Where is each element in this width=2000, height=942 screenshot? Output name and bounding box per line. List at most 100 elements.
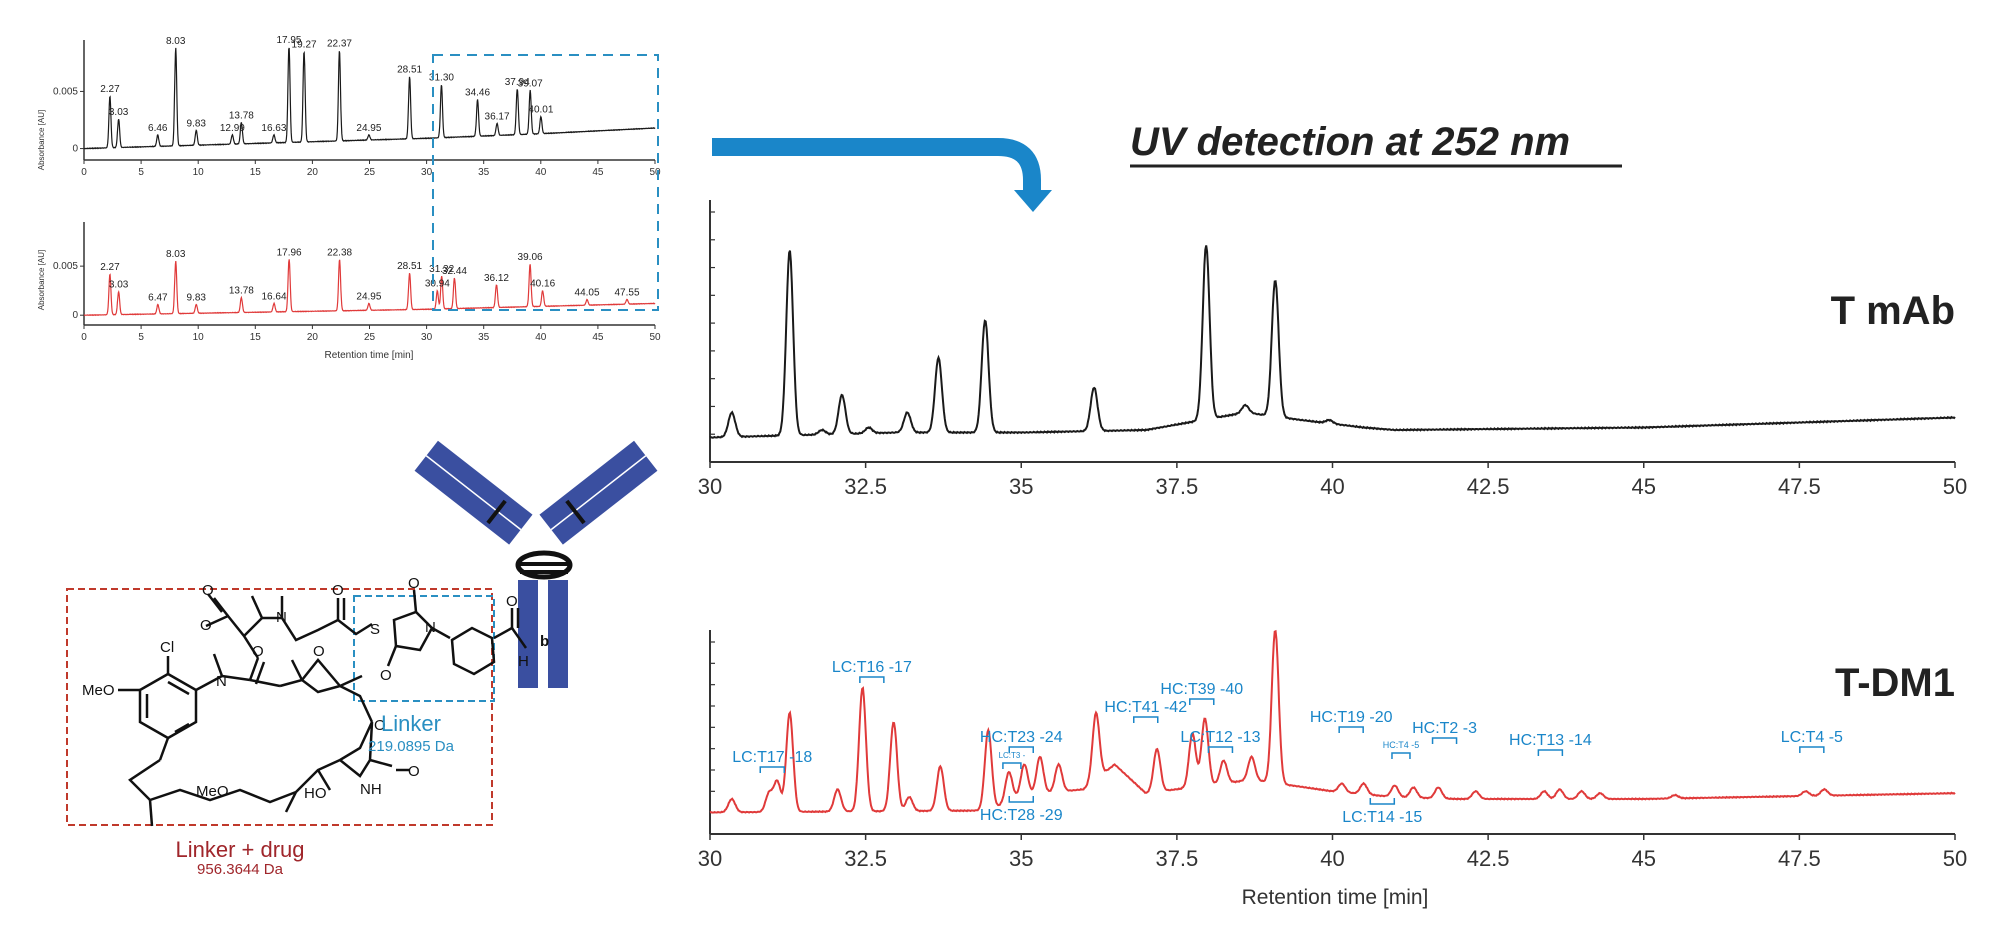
overview-bottom-peak-label: 17.96: [277, 247, 302, 258]
zoom-t-mab-x-tick-label: 35: [1009, 474, 1033, 499]
overview-top-peak-label: 24.95: [356, 123, 381, 134]
antibody-icon: [414, 440, 658, 688]
overview-top-y-tick-label: 0: [72, 144, 78, 155]
overview-top-peak-label: 16.63: [261, 123, 286, 134]
overview-bottom-peak-label: 9.83: [187, 292, 207, 303]
overview-bottom-peak-label: 36.12: [484, 273, 509, 284]
overview-top-peak-label: 2.27: [100, 84, 120, 95]
dm1-structure: [118, 589, 528, 827]
linker-box: [353, 595, 495, 702]
peptide-bracket: [1189, 698, 1215, 705]
overview-top-peak-label: 12.99: [220, 123, 245, 134]
overview-bottom-peak-label: 31.32: [429, 264, 454, 275]
overview-bottom-peak-label: 30.94: [425, 279, 450, 290]
overview-top-peak-label: 8.03: [166, 36, 186, 47]
o-label-5: O: [332, 582, 344, 599]
n-label-3: N: [425, 619, 436, 636]
nh-label: NH: [360, 781, 382, 798]
overview-top-x-tick-label: 5: [138, 167, 144, 178]
overview-top-peak-label: 34.46: [465, 87, 490, 98]
overview-top-x-tick-label: 20: [307, 167, 319, 178]
overview-top-ylabel: Absorbance [AU]: [37, 110, 46, 170]
overview-bottom-peak-label: 47.55: [615, 287, 640, 298]
zoom-t-mab-x-tick-label: 40: [1320, 474, 1344, 499]
zoom-t-mab-chart: T mAb 30 32.5 35 37.5 40 42.5 45 47.5 50: [698, 200, 1967, 499]
peptide-bracket: [759, 766, 785, 773]
zoom-xlabel: Retention time [min]: [1242, 886, 1429, 909]
n-label-2: N: [276, 609, 287, 626]
drug-box: [66, 588, 493, 826]
headline: UV detection at 252 nm: [1130, 120, 1570, 164]
peptide-annotation: HC:T39 -40: [1160, 681, 1243, 698]
zoom-t-mab-x-tick-label: 32.5: [844, 474, 887, 499]
zoom-t-mab-x-tick-label: 45: [1632, 474, 1656, 499]
zoom-arrow-icon: [712, 138, 1052, 212]
zoom-t-mab-x-tick-label: 42.5: [1467, 474, 1510, 499]
structure-labels: MeO Cl N O O O O N O S N O O O H O O NH …: [82, 575, 549, 802]
cl-label: Cl: [160, 639, 174, 656]
peptide-bracket: [1799, 746, 1825, 753]
zoom-t-dm1-x-tick-label: 45: [1632, 846, 1656, 871]
overview-top-chart: Absorbance [AU] 0 5 10 15 20 25 30 35 40 45 50 0 0.0…: [37, 35, 661, 178]
drug-mass: 956.3644 Da: [197, 861, 284, 878]
zoom-t-dm1-x-tick-label: 42.5: [1467, 846, 1510, 871]
overview-top-x-tick-label: 25: [364, 167, 376, 178]
t-dm1-series-label: T-DM1: [1835, 661, 1955, 705]
overview-top-peak-label: 40.01: [528, 105, 553, 116]
o-label-1: O: [252, 643, 264, 660]
overview-top-peak-label: 28.51: [397, 65, 422, 76]
overview-top-x-tick-label: 35: [478, 167, 490, 178]
zoom-t-dm1-chart: T-DM1 Retention time [min] 30 32.5 35 37.5 4…: [698, 629, 1967, 909]
h-label: H: [518, 653, 529, 670]
overview-top-x-tick-label: 0: [81, 167, 87, 178]
overview-top-peak-label: 39.07: [518, 78, 543, 89]
zoom-t-mab-x-tick-label: 37.5: [1155, 474, 1198, 499]
peptide-annotation: HC:T19 -20: [1310, 709, 1393, 726]
zoom-t-mab-x-tick-label: 30: [698, 474, 722, 499]
overview-bottom-peak-label: 6.47: [148, 292, 168, 303]
o-label-9: O: [374, 717, 386, 734]
o-label-6: O: [408, 575, 420, 592]
overview-top-peak-label: 6.46: [148, 123, 168, 134]
overview-top-x-tick-label: 45: [592, 167, 604, 178]
overview-top-peak-label: 3.03: [109, 107, 129, 118]
zoom-t-dm1-trace: [709, 629, 1956, 814]
zoom-t-dm1-x-tick-label: 50: [1943, 846, 1967, 871]
overview-top-x-tick-label: 50: [649, 167, 661, 178]
overview-top-x-tick-label: 10: [193, 167, 205, 178]
peptide-annotation: LC:T3 -: [999, 751, 1026, 760]
b-label: b: [540, 633, 549, 650]
overview-bottom-peak-label: 24.95: [356, 291, 381, 302]
overview-top-peak-label: 31.30: [429, 73, 454, 84]
zoom-t-mab-x-tick-label: 50: [1943, 474, 1967, 499]
peptide-annotation: HC:T23 -24: [980, 729, 1063, 746]
peptide-bracket: [1207, 746, 1234, 753]
overview-bottom-peak-label: 32.44: [442, 266, 467, 277]
linker-label: Linker: [381, 711, 441, 736]
o-label-10: O: [408, 763, 420, 780]
overview-bottom-x-tick-label: 20: [307, 332, 319, 343]
overview-bottom-trace: [83, 259, 656, 317]
drug-label: Linker + drug: [175, 837, 304, 862]
peptide-bracket: [1537, 749, 1564, 756]
overview-bottom-x-tick-label: 10: [193, 332, 205, 343]
zoom-t-mab-x-tick-label: 47.5: [1778, 474, 1821, 499]
overview-bottom-chart: Absorbance [AU] Retention time [min] 0 5 1…: [37, 222, 661, 361]
overview-bottom-ylabel: Absorbance [AU]: [37, 250, 46, 310]
peptide-annotation: LC:T17 -18: [732, 749, 812, 766]
overview-top-peak-label: 22.37: [327, 38, 352, 49]
overview-bottom-x-tick-label: 30: [421, 332, 433, 343]
overview-top-peak-label: 17.95: [276, 35, 301, 46]
s-label: S: [370, 621, 380, 638]
overview-top-x-tick-label: 30: [421, 167, 433, 178]
overview-top-y-tick-label: 0.005: [53, 86, 78, 97]
peptide-bracket: [1133, 716, 1159, 723]
o-label-4: O: [202, 582, 214, 599]
meo2-label: MeO: [196, 783, 229, 800]
peptide-bracket: [1391, 752, 1411, 759]
overview-bottom-x-tick-label: 50: [649, 332, 661, 343]
o-label-3: O: [200, 617, 212, 634]
peptide-bracket: [1002, 762, 1022, 769]
